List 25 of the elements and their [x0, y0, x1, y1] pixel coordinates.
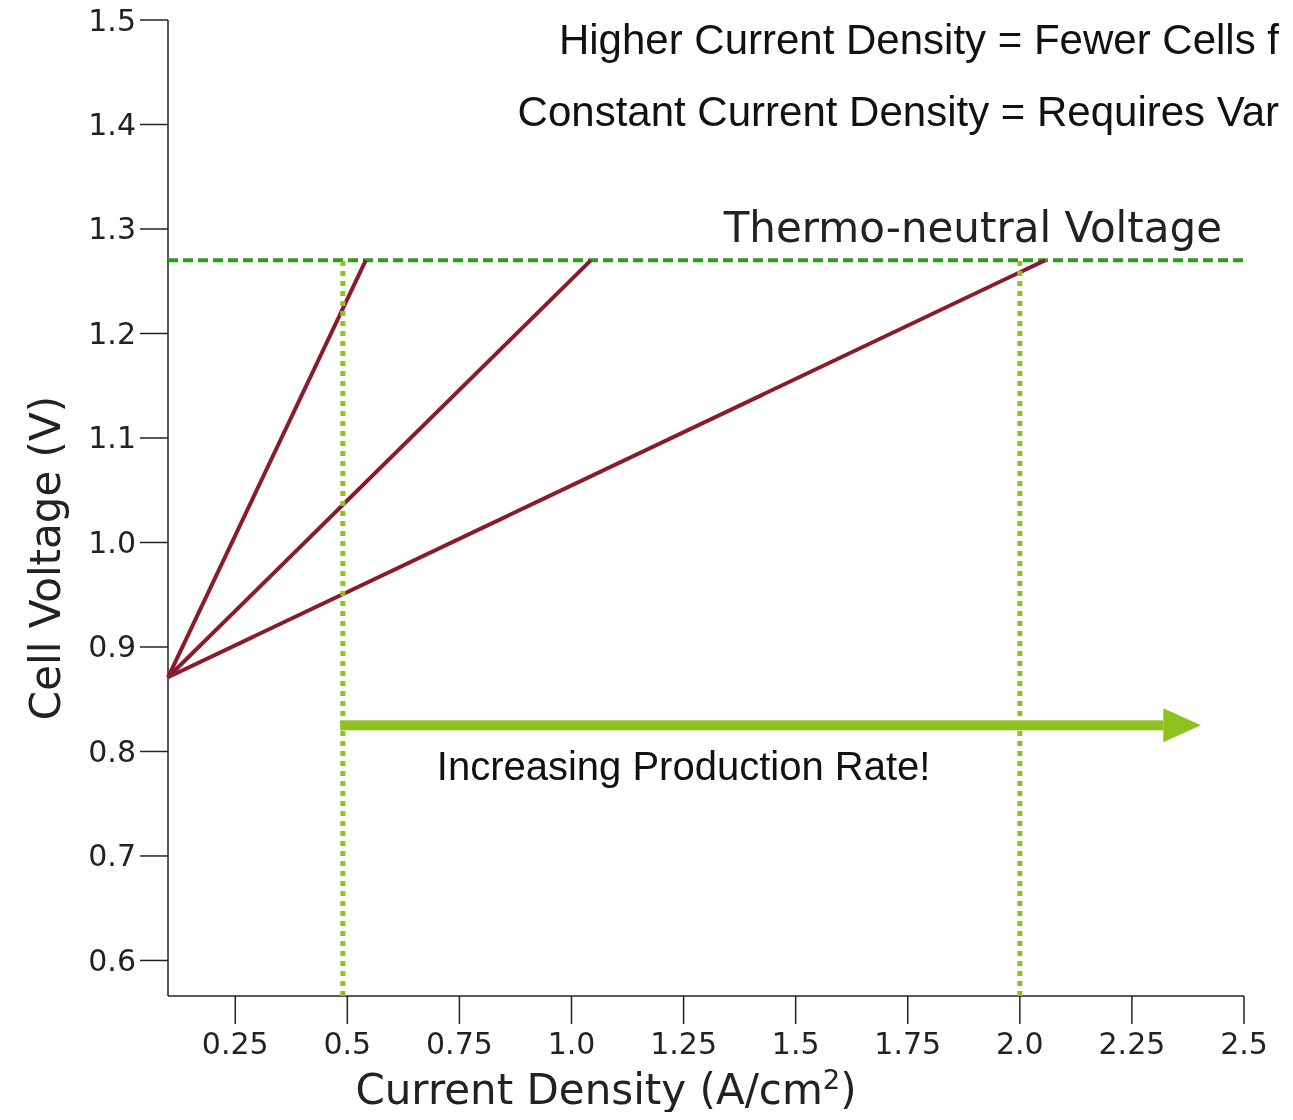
x-tick-label: 0.5 — [323, 1026, 372, 1061]
ref-line-label: Thermo-neutral Voltage — [722, 203, 1222, 253]
y-tick-label: 1.3 — [88, 211, 136, 247]
y-tick-label: 1.1 — [88, 420, 136, 456]
x-tick-label: 1.25 — [650, 1026, 717, 1061]
annotation: Increasing Production Rate! — [436, 744, 931, 789]
y-tick-label: 1.0 — [88, 524, 136, 560]
annotation: Constant Current Density = Requires Var — [517, 88, 1279, 135]
y-tick-label: 0.6 — [88, 942, 136, 978]
x-tick-label: 2.25 — [1098, 1026, 1166, 1061]
y-tick-label: 0.9 — [88, 629, 136, 665]
annotation: Higher Current Density = Fewer Cells f — [558, 16, 1280, 63]
y-tick-label: 1.2 — [88, 315, 136, 351]
x-tick-label: 1.5 — [771, 1026, 820, 1061]
y-tick-label: 1.5 — [88, 2, 136, 38]
x-tick-label: 2.5 — [1220, 1026, 1268, 1061]
y-tick-label: 0.8 — [88, 733, 136, 769]
x-tick-label: 2.0 — [995, 1026, 1044, 1061]
x-tick-label: 1.0 — [547, 1026, 596, 1061]
x-tick-label: 1.75 — [874, 1026, 942, 1061]
x-tick-label: 0.25 — [201, 1026, 269, 1061]
y-axis-title: Cell Voltage (V) — [21, 395, 70, 721]
y-tick-label: 1.4 — [88, 107, 136, 142]
y-tick-label: 0.7 — [88, 838, 136, 874]
x-tick-label: 0.75 — [426, 1026, 493, 1061]
